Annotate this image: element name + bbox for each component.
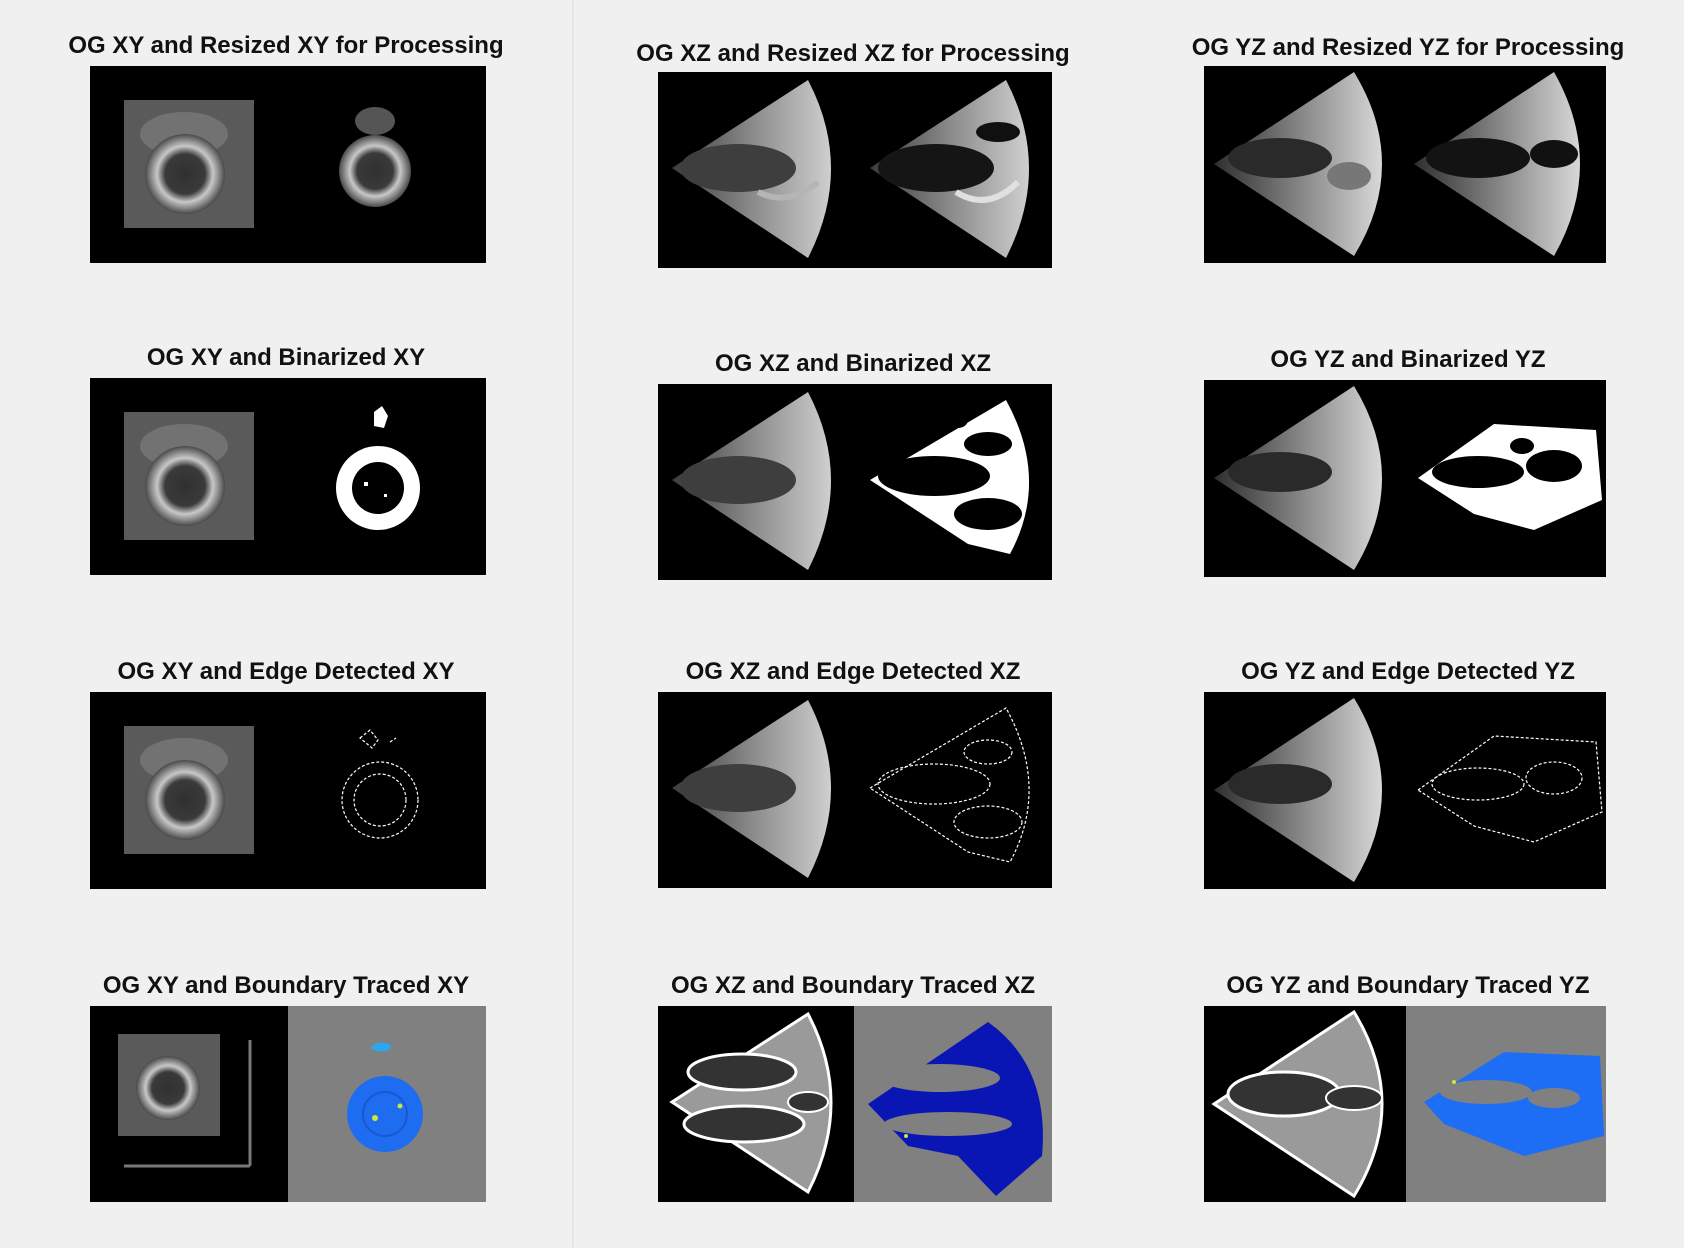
yz-edge-image	[1204, 692, 1606, 889]
panel-title: OG XZ and Resized XZ for Processing	[636, 40, 1070, 67]
panel-xy-binarized: OG XY and Binarized XY	[0, 300, 572, 600]
panel-title: OG YZ and Edge Detected YZ	[1241, 658, 1575, 685]
panel-xz-resized: OG XZ and Resized XZ for Processing	[574, 0, 1132, 300]
panel-xy-boundary: OG XY and Boundary Traced XY	[0, 900, 572, 1202]
panel-yz-boundary: OG YZ and Boundary Traced YZ	[1132, 900, 1684, 1202]
panel-title: OG XY and Edge Detected XY	[117, 658, 455, 685]
column-divider	[572, 0, 574, 1248]
panel-yz-edge: OG YZ and Edge Detected YZ	[1132, 600, 1684, 900]
panel-xy-resized: OG XY and Resized XY for Processing	[0, 0, 572, 300]
panel-xz-edge: OG XZ and Edge Detected XZ	[574, 600, 1132, 900]
panel-title: OG YZ and Resized YZ for Processing	[1191, 34, 1625, 61]
yz-binarized-image	[1204, 380, 1606, 577]
panel-title: OG XY and Binarized XY	[146, 344, 426, 371]
panel-title: OG XY and Boundary Traced XY	[102, 972, 470, 999]
xy-edge-image	[90, 692, 486, 889]
panel-title: OG XZ and Boundary Traced XZ	[670, 972, 1036, 999]
panel-title: OG XZ and Binarized XZ	[714, 350, 992, 377]
panel-title: OG YZ and Binarized YZ	[1270, 346, 1546, 373]
xy-binarized-image	[90, 378, 486, 575]
xz-resized-image	[658, 72, 1052, 268]
panel-title: OG YZ and Boundary Traced YZ	[1226, 972, 1590, 999]
panel-title: OG XY and Resized XY for Processing	[68, 32, 504, 59]
xz-boundary-image	[658, 1006, 1052, 1202]
panel-yz-resized: OG YZ and Resized YZ for Processing	[1132, 0, 1684, 300]
panel-title: OG XZ and Edge Detected XZ	[685, 658, 1021, 685]
xz-binarized-image	[658, 384, 1052, 580]
panel-xz-binarized: OG XZ and Binarized XZ	[574, 300, 1132, 600]
panel-yz-binarized: OG YZ and Binarized YZ	[1132, 300, 1684, 600]
xz-edge-image	[658, 692, 1052, 888]
xy-resized-image	[90, 66, 486, 263]
panel-xy-edge: OG XY and Edge Detected XY	[0, 600, 572, 900]
xy-boundary-image	[90, 1006, 486, 1202]
yz-boundary-image	[1204, 1006, 1606, 1202]
yz-resized-image	[1204, 66, 1606, 263]
panel-xz-boundary: OG XZ and Boundary Traced XZ	[574, 900, 1132, 1202]
